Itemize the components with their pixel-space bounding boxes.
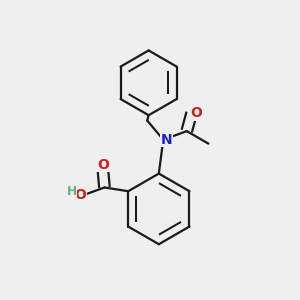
Text: O: O: [74, 188, 86, 202]
Text: H: H: [67, 185, 77, 198]
Text: O: O: [97, 158, 109, 172]
Text: N: N: [161, 133, 172, 147]
Text: O: O: [190, 106, 202, 120]
